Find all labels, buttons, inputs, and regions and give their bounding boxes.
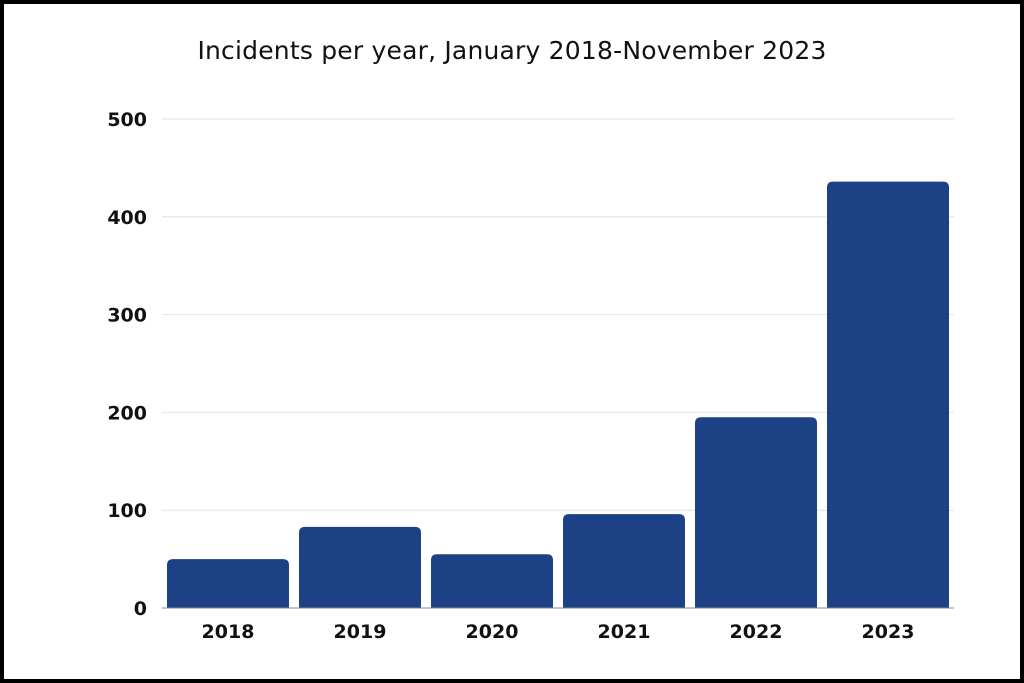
bars: [167, 181, 949, 609]
y-axis-tick-labels: 0 100 200 300 400 500: [107, 109, 147, 620]
y-tick-label: 500: [107, 109, 147, 131]
x-tick-label: 2019: [334, 621, 387, 643]
x-axis-tick-labels: 2018 2019 2020 2021 2022 2023: [202, 621, 915, 643]
x-tick-label: 2022: [730, 621, 783, 643]
y-tick-label: 100: [107, 500, 147, 522]
bar-2021: [563, 514, 685, 608]
y-tick-label: 200: [107, 402, 147, 424]
x-tick-label: 2021: [598, 621, 651, 643]
bar-2019: [299, 526, 421, 608]
x-tick-label: 2023: [862, 621, 915, 643]
bar-2023: [827, 181, 949, 609]
x-tick-label: 2018: [202, 621, 255, 643]
y-tick-label: 300: [107, 305, 147, 327]
bar-2018: [167, 559, 289, 608]
x-tick-label: 2020: [466, 621, 519, 643]
bar-chart: 0 100 200 300 400 500 2018 2019 2020 2021 2022 202…: [107, 109, 954, 643]
bar-2020: [431, 554, 553, 608]
gridlines: [162, 118, 954, 511]
y-tick-label: 400: [107, 207, 147, 229]
y-tick-label: 0: [134, 598, 147, 620]
bar-2022: [695, 417, 817, 608]
chart-title: Incidents per year, January 2018-Novembe…: [197, 36, 827, 65]
